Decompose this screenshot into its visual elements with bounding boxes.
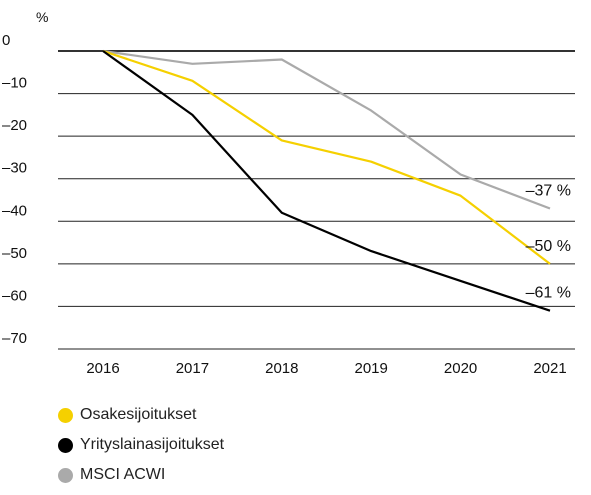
x-tick-label: 2020 xyxy=(444,360,477,377)
series-line-yrityslainasijoitukset xyxy=(102,50,551,312)
legend-item-yrityslainasijoitukset: Yrityslainasijoitukset xyxy=(58,432,224,458)
end-label: –61 % xyxy=(526,285,571,302)
legend-swatch-msci-acwi xyxy=(58,467,73,483)
y-tick-label: –20 xyxy=(2,117,27,134)
legend-swatch-osakesijoitukset xyxy=(58,407,73,423)
gridlines xyxy=(58,50,575,350)
series-line-msci-acwi xyxy=(102,49,551,210)
x-tick-label: 2019 xyxy=(355,360,388,377)
x-tick-label: 2016 xyxy=(86,360,119,377)
legend-item-osakesijoitukset: Osakesijoitukset xyxy=(58,402,224,428)
y-tick-labels: 0 –10 –20 –30 –40 –50 –60 –70 xyxy=(2,32,27,347)
y-unit-label: % xyxy=(36,9,48,25)
y-tick-label: –50 xyxy=(2,245,27,262)
x-tick-label: 2017 xyxy=(176,360,209,377)
x-tick-label: 2021 xyxy=(533,360,566,377)
y-tick-label: –10 xyxy=(2,75,27,92)
end-label: –37 % xyxy=(526,183,571,200)
legend-swatch-yrityslainasijoitukset xyxy=(58,437,73,453)
x-tick-labels: 2016 2017 2018 2019 2020 2021 xyxy=(86,360,566,377)
legend-label: MSCI ACWI xyxy=(80,466,166,483)
y-tick-label: –70 xyxy=(2,330,27,347)
legend-label: Yrityslainasijoitukset xyxy=(80,436,225,453)
end-label: –50 % xyxy=(526,238,571,255)
legend: Osakesijoitukset Yrityslainasijoitukset … xyxy=(58,402,224,492)
x-tick-label: 2018 xyxy=(265,360,298,377)
legend-label: Osakesijoitukset xyxy=(80,406,197,423)
y-tick-label: –30 xyxy=(2,160,27,177)
series-line-osakesijoitukset xyxy=(102,49,551,265)
y-tick-label: –60 xyxy=(2,287,27,304)
y-tick-label: –40 xyxy=(2,202,27,219)
legend-item-msci-acwi: MSCI ACWI xyxy=(58,462,224,488)
y-tick-label: 0 xyxy=(2,32,10,49)
series-lines xyxy=(102,49,551,312)
line-chart: % 0–10–20–30–40–50–60–70 2016 2017 2018 201… xyxy=(2,9,575,377)
end-labels: –50 % –61 % –37 % xyxy=(526,183,571,302)
